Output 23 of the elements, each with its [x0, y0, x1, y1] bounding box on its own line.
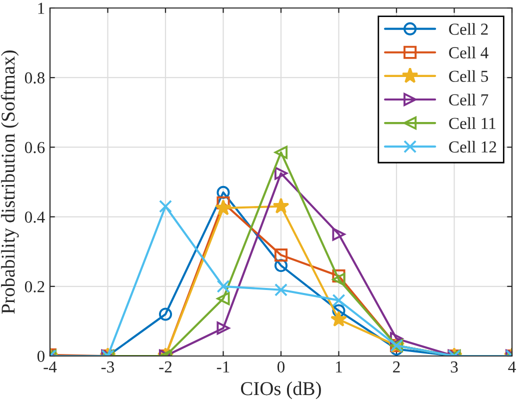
- x-tick-label: 1: [336, 361, 342, 372]
- x-tick-label: -1: [216, 361, 230, 372]
- x-tick-label: 0: [277, 361, 285, 373]
- y-tick-label: 0.6: [24, 142, 45, 154]
- legend-label: Cell 7: [449, 94, 488, 106]
- x-tick-label: -4: [44, 361, 57, 372]
- legend-label: Cell 5: [449, 70, 488, 82]
- y-tick-label: 1: [38, 2, 44, 14]
- y-tick-label: 0.8: [24, 72, 45, 84]
- y-tick-label: 0.4: [24, 212, 45, 223]
- legend-label: Cell 11: [449, 117, 496, 130]
- legend-label: Cell 2: [449, 23, 488, 35]
- x-tick-label: -3: [101, 361, 114, 373]
- x-tick-label: -2: [159, 361, 172, 372]
- y-tick-label: 0: [37, 350, 45, 362]
- y-tick-label: 0.2: [24, 281, 44, 292]
- y-axis-title: Probability distribution (Softmax): [0, 50, 19, 314]
- x-tick-label: 3: [450, 361, 458, 373]
- legend-label: Cell 4: [449, 46, 488, 58]
- x-axis-title: CIOs (dB): [241, 382, 321, 400]
- x-tick-label: 4: [508, 361, 516, 372]
- x-tick-label: 2: [393, 361, 400, 372]
- legend-label: Cell 12: [449, 140, 496, 153]
